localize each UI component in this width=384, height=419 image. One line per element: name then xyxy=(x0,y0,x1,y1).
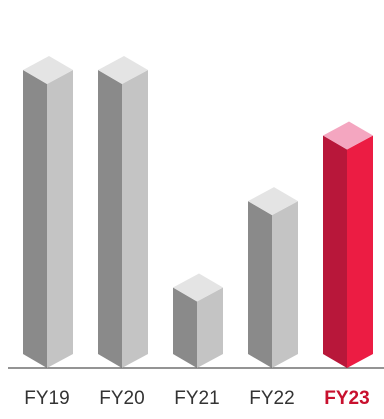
bar-top-face xyxy=(248,187,298,216)
x-tick-label-fy20: FY20 xyxy=(99,388,144,409)
bar-side-face xyxy=(98,70,122,368)
bar-front-face xyxy=(197,287,223,368)
bar-front-face xyxy=(272,201,298,368)
bar-side-face xyxy=(323,135,347,368)
x-tick-label-fy19: FY19 xyxy=(24,388,69,409)
bar-front-face xyxy=(47,70,73,368)
bar-top-face xyxy=(23,56,73,84)
bar-fy22 xyxy=(248,187,298,368)
bar-fy20 xyxy=(98,56,148,368)
bar-side-face xyxy=(23,70,47,368)
bar-fy21 xyxy=(173,273,223,368)
bar-fy23 xyxy=(323,121,373,368)
x-tick-label-fy21: FY21 xyxy=(174,388,219,409)
bar-fy19 xyxy=(23,56,73,368)
x-tick-label-fy22: FY22 xyxy=(249,388,294,409)
bar-front-face xyxy=(122,70,148,368)
bar-side-face xyxy=(248,201,272,368)
bar-front-face xyxy=(347,135,373,368)
bar-side-face xyxy=(173,287,197,368)
bar-top-face xyxy=(98,56,148,84)
x-tick-labels: FY19 FY20 FY21 FY22 FY23 xyxy=(24,388,369,409)
bar-top-face xyxy=(323,121,373,150)
bar-top-face xyxy=(173,273,223,302)
bars-group xyxy=(23,56,373,368)
x-tick-label-fy23: FY23 xyxy=(324,388,369,409)
